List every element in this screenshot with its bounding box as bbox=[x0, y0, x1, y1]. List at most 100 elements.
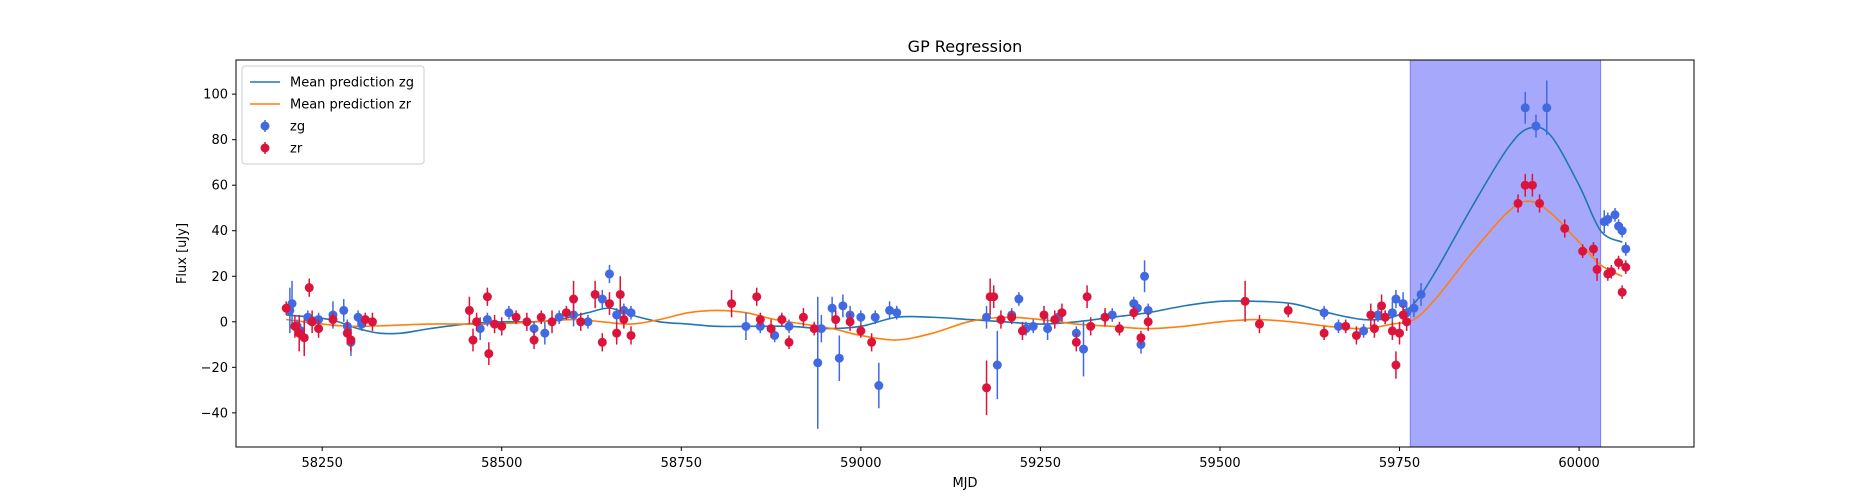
data-point bbox=[798, 312, 808, 322]
data-point bbox=[304, 283, 314, 293]
data-point bbox=[1143, 317, 1153, 327]
data-point bbox=[1592, 264, 1602, 274]
data-point bbox=[482, 315, 492, 325]
x-tick-label: 58250 bbox=[302, 456, 343, 471]
data-point bbox=[1391, 360, 1401, 370]
data-point bbox=[992, 360, 1002, 370]
data-point bbox=[856, 312, 866, 322]
data-point bbox=[561, 308, 571, 318]
data-point bbox=[522, 317, 532, 327]
data-point bbox=[1603, 214, 1613, 224]
y-tick-label: 40 bbox=[211, 224, 228, 239]
data-point bbox=[1017, 326, 1027, 336]
legend-label: Mean prediction zr bbox=[290, 98, 412, 113]
x-tick-label: 58500 bbox=[481, 456, 522, 471]
highlight-span bbox=[1409, 59, 1602, 448]
legend-label: zg bbox=[290, 120, 305, 135]
legend-point-swatch bbox=[260, 143, 270, 153]
data-point bbox=[604, 299, 614, 309]
data-point bbox=[615, 289, 625, 299]
data-point bbox=[1014, 294, 1024, 304]
legend: Mean prediction zg Mean prediction zr zg zr bbox=[241, 65, 425, 165]
data-point bbox=[1560, 223, 1570, 233]
data-point bbox=[1395, 328, 1405, 338]
data-point bbox=[339, 305, 349, 315]
data-point bbox=[1380, 312, 1390, 322]
data-point bbox=[1082, 292, 1092, 302]
x-tick-label: 59750 bbox=[1379, 456, 1420, 471]
data-point bbox=[856, 326, 866, 336]
data-point bbox=[867, 337, 877, 347]
data-point bbox=[1050, 315, 1060, 325]
data-point bbox=[626, 330, 636, 340]
data-point bbox=[989, 292, 999, 302]
chart-title: GP Regression bbox=[908, 37, 1023, 56]
data-point bbox=[870, 312, 880, 322]
data-point bbox=[982, 312, 992, 322]
data-points-layer bbox=[281, 80, 1631, 429]
data-point bbox=[1617, 226, 1627, 236]
data-point bbox=[1129, 308, 1139, 318]
data-point bbox=[1100, 312, 1110, 322]
data-point bbox=[1588, 244, 1598, 254]
data-point bbox=[307, 317, 317, 327]
data-point bbox=[770, 330, 780, 340]
data-point bbox=[1043, 324, 1053, 334]
data-point bbox=[845, 317, 855, 327]
data-point bbox=[885, 305, 895, 315]
mean-prediction-zg-line bbox=[286, 126, 1623, 335]
legend-point-swatch bbox=[260, 121, 270, 131]
data-point bbox=[784, 337, 794, 347]
ticks-layer: 58250 58500 58750 59000 59250 59500 59750 60000… bbox=[201, 88, 1600, 471]
data-point bbox=[590, 289, 600, 299]
y-tick-label: 20 bbox=[211, 270, 228, 285]
data-point bbox=[827, 303, 837, 313]
data-point bbox=[554, 312, 564, 322]
data-point bbox=[816, 324, 826, 334]
data-point bbox=[1621, 262, 1631, 272]
data-point bbox=[1333, 321, 1343, 331]
data-point bbox=[482, 292, 492, 302]
data-point bbox=[576, 317, 586, 327]
x-axis-label: MJD bbox=[952, 476, 977, 491]
data-point bbox=[1402, 317, 1412, 327]
data-point bbox=[367, 317, 377, 327]
data-point bbox=[1057, 308, 1067, 318]
y-tick-label: 80 bbox=[211, 133, 228, 148]
data-point bbox=[328, 315, 338, 325]
data-point bbox=[996, 315, 1006, 325]
highlight-span-layer bbox=[1409, 59, 1602, 448]
series-zr bbox=[281, 173, 1631, 416]
data-point bbox=[1140, 271, 1150, 281]
data-point bbox=[464, 305, 474, 315]
data-point bbox=[1513, 198, 1523, 208]
y-tick-label: −40 bbox=[201, 406, 228, 421]
data-point bbox=[569, 294, 579, 304]
data-point bbox=[1398, 299, 1408, 309]
data-point bbox=[813, 358, 823, 368]
data-point bbox=[314, 324, 324, 334]
data-point bbox=[1578, 246, 1588, 256]
data-point bbox=[490, 319, 500, 329]
data-point bbox=[472, 317, 482, 327]
data-point bbox=[529, 335, 539, 345]
data-point bbox=[1143, 305, 1153, 315]
data-point bbox=[809, 324, 819, 334]
data-point bbox=[1535, 198, 1545, 208]
x-tick-label: 60000 bbox=[1558, 456, 1599, 471]
data-point bbox=[892, 308, 902, 318]
data-point bbox=[982, 383, 992, 393]
data-point bbox=[1416, 289, 1426, 299]
y-tick-label: 100 bbox=[203, 88, 228, 103]
data-point bbox=[831, 315, 841, 325]
data-point bbox=[281, 303, 291, 313]
data-point bbox=[484, 349, 494, 359]
data-point bbox=[784, 321, 794, 331]
data-point bbox=[619, 315, 629, 325]
legend-box bbox=[241, 65, 425, 165]
data-point bbox=[1319, 328, 1329, 338]
data-point bbox=[299, 333, 309, 343]
data-point bbox=[1351, 330, 1361, 340]
data-point bbox=[1606, 267, 1616, 277]
